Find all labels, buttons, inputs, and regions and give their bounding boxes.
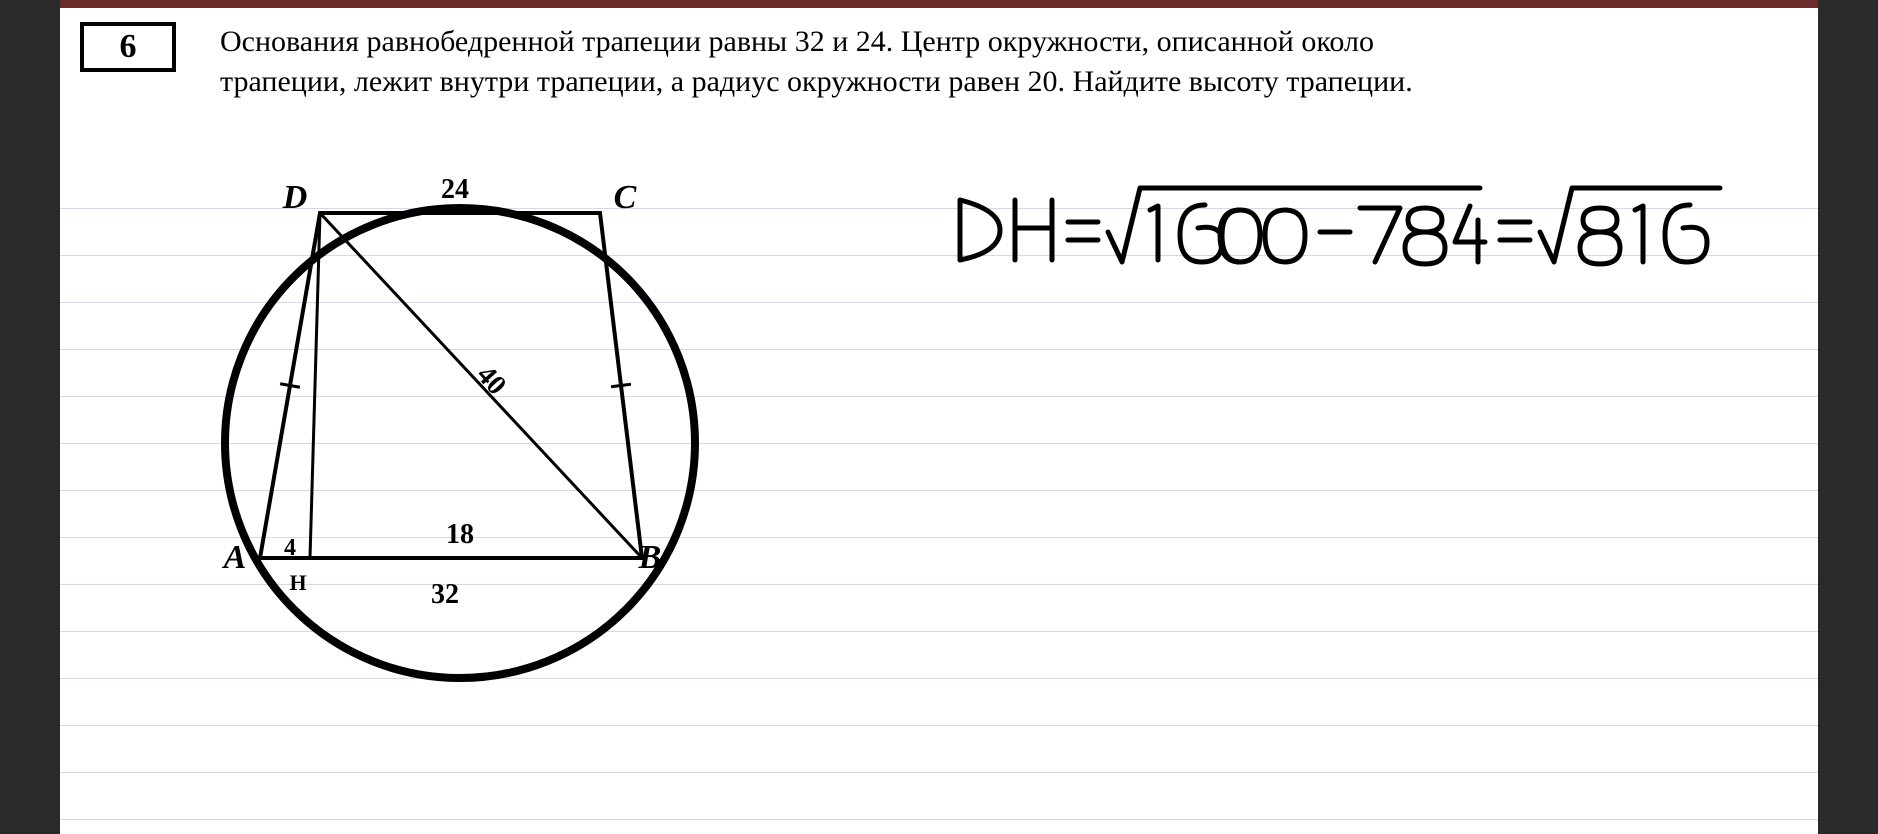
handwriting-svg	[940, 170, 1740, 290]
svg-text:18: 18	[446, 519, 474, 550]
svg-text:40: 40	[470, 360, 512, 402]
svg-text:32: 32	[431, 579, 459, 610]
page: 6 Основания равнобедренной трапеции равн…	[60, 0, 1818, 834]
problem-text-line1: Основания равнобедренной трапеции равны …	[220, 25, 1374, 58]
diagram-svg: D C A B 24 40 18 32 4 H	[180, 138, 740, 698]
svg-text:D: D	[282, 179, 308, 216]
svg-text:H: H	[289, 570, 306, 595]
problem-text-line2: трапеции, лежит внутри трапеции, а радиу…	[220, 65, 1413, 98]
svg-text:A: A	[222, 539, 247, 576]
svg-text:C: C	[614, 179, 637, 216]
trapezoid-diagram: D C A B 24 40 18 32 4 H	[180, 138, 740, 698]
problem-number-box: 6	[80, 22, 176, 72]
svg-text:24: 24	[441, 174, 469, 205]
svg-text:4: 4	[284, 535, 296, 561]
handwritten-calculation	[940, 170, 1740, 290]
problem-number: 6	[120, 28, 137, 66]
svg-text:B: B	[638, 539, 662, 576]
problem-text: Основания равнобедренной трапеции равны …	[220, 22, 1760, 102]
